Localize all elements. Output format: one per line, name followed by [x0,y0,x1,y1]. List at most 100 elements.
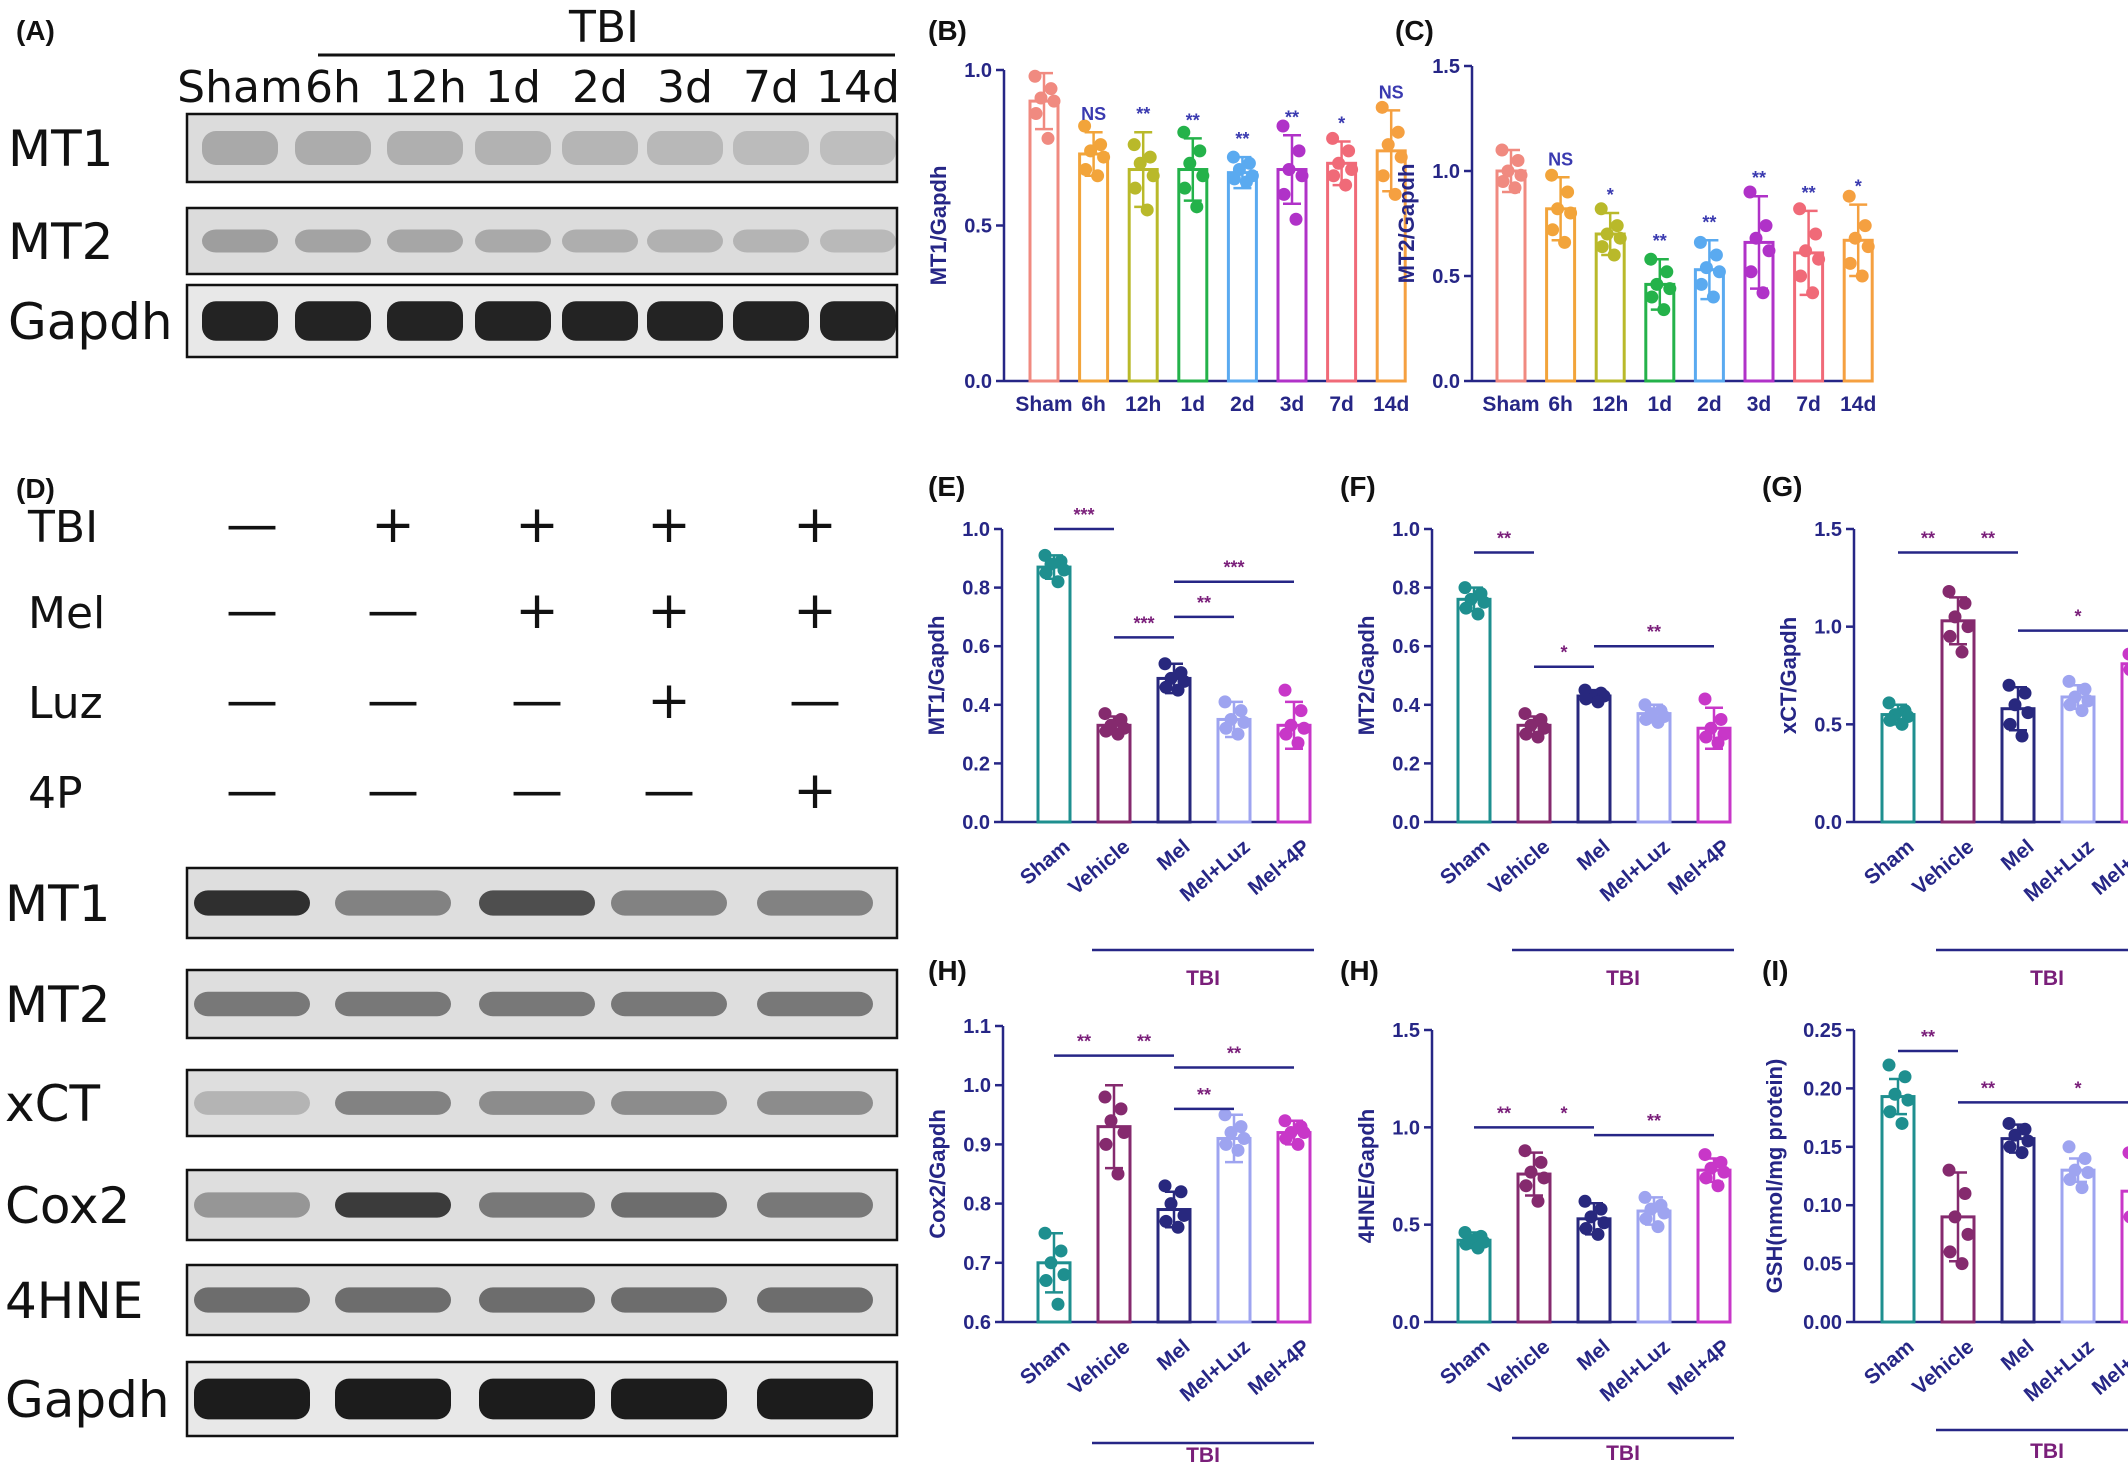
data-point [2008,698,2022,712]
data-point [1534,1155,1548,1169]
significance-label: ** [1921,528,1935,548]
blot-band [335,1091,451,1115]
blot-band [562,301,638,341]
data-point [1289,212,1303,226]
y-tick-label: 0.5 [1392,1215,1420,1237]
blot-band [479,991,595,1017]
panel-label: (E) [928,471,965,502]
data-point [1756,286,1770,300]
data-point [1848,231,1862,245]
plus-sign: + [793,761,837,821]
data-point [1711,1179,1725,1193]
minus-sign: — [367,581,419,641]
y-tick-label: 0.5 [964,216,992,238]
data-point [1759,219,1773,233]
significance-label: * [1338,114,1345,134]
significance-label: ** [1802,183,1816,203]
category-label: 7d [1796,393,1821,416]
data-point [1762,244,1776,258]
data-point [1639,712,1653,726]
blot-band [733,131,809,165]
y-tick-label: 0.5 [1814,714,1842,736]
data-point [1054,1244,1068,1258]
data-point [1545,168,1559,182]
data-point [1196,169,1210,183]
data-point [1961,1227,1975,1241]
bar [1216,1136,1252,1324]
y-axis-label: xCT/Gapdh [1776,617,1801,734]
data-point [1651,715,1665,729]
data-point [1943,1245,1957,1259]
blot-strip [185,1068,899,1138]
data-point [2078,1151,2092,1165]
data-point [2081,694,2095,708]
data-point [1895,1116,1909,1130]
y-axis-label: 4HNE/Gapdh [1354,1109,1379,1243]
blot-band [611,1378,727,1420]
bar-charts: (B)0.00.51.0MT1/GapdhShamNS6h**12h**1d**… [924,15,2128,1462]
bar [1036,565,1072,824]
blot-row-label: 4HNE [5,1272,143,1330]
minus-sign: — [226,671,278,731]
data-point [1704,1161,1718,1175]
blot-row-label: MT1 [5,875,111,933]
significance-label: * [1855,177,1862,197]
category-label: 6h [1081,393,1106,416]
data-point [1292,144,1306,158]
blot-band [194,1287,310,1313]
bar-chart: (E)0.00.20.40.60.81.0MT1/GapdhShamVehicl… [924,471,1314,990]
data-point [2002,1116,2016,1130]
data-point [1291,1137,1305,1151]
category-label: Mel+4P [1244,1335,1315,1400]
data-point [1564,206,1578,220]
blot-band [335,890,451,916]
data-point [2003,1140,2017,1154]
data-point [1277,187,1291,201]
blot-strip [185,283,899,359]
data-point [1471,1241,1485,1255]
data-point [1477,595,1491,609]
data-point [1291,736,1305,750]
data-point [1843,256,1857,270]
data-point [1744,265,1758,279]
y-tick-label: 0.5 [1432,266,1460,288]
category-label: Vehicle [1908,835,1978,899]
data-point [1084,144,1098,158]
data-point [1519,727,1533,741]
plus-sign: + [371,495,415,555]
data-point [1861,240,1875,254]
data-point [1276,119,1290,133]
data-point [1610,219,1624,233]
data-point [1159,680,1173,694]
data-point [1858,219,1872,233]
y-tick-label: 1.5 [1432,56,1460,78]
blot-row-label: MT2 [8,213,114,271]
category-label: Mel [1573,1335,1615,1375]
minus-sign: — [226,581,278,641]
data-point [1511,154,1525,167]
data-point [1327,169,1341,183]
data-point [1799,244,1813,258]
data-point [1546,223,1560,237]
significance-label: * [1560,643,1567,663]
category-label: 1d [1181,393,1206,416]
blot-band [194,1091,310,1115]
y-tick-label: 0.7 [963,1253,991,1275]
y-tick-label: 0.00 [1803,1312,1842,1334]
blot-band [647,131,723,165]
y-tick-label: 1.0 [962,519,990,541]
blot-strip [185,1263,899,1337]
lane-label: 6h [305,62,361,113]
tbi-group-label: TBI [1186,967,1220,990]
blot-strip [185,1168,899,1242]
blot-band [387,301,463,341]
data-point [1051,1297,1065,1311]
data-point [1650,277,1664,291]
data-point [1339,178,1353,192]
data-point [1057,1268,1071,1282]
data-point [1227,172,1241,186]
lane-label: 14d [816,62,900,113]
bar [1326,161,1358,383]
data-point [1508,181,1522,195]
